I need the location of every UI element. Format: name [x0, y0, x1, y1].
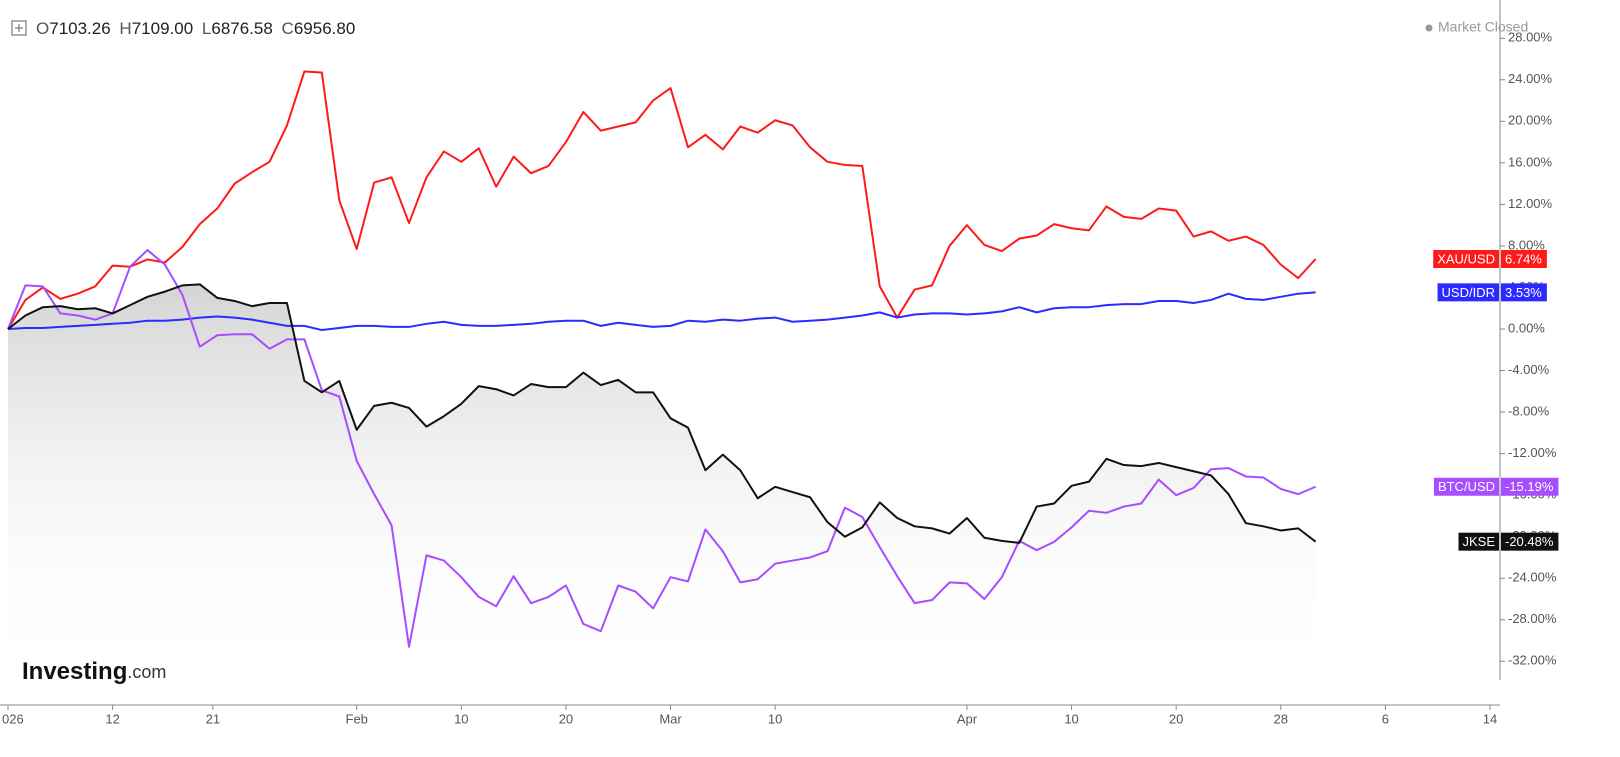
logo-name: Investing	[22, 658, 127, 685]
tag-name-bg	[1433, 250, 1499, 269]
status-dot	[1425, 24, 1433, 32]
y-tick-label: -24.00%	[1508, 570, 1557, 585]
series-tag: USD/IDR 3.53%	[1437, 283, 1547, 302]
tag-value-bg	[1501, 250, 1547, 269]
x-tick-label: 20	[1169, 711, 1183, 726]
data-label: -20.48%	[1505, 534, 1554, 549]
data-label: 6.74%	[1505, 251, 1542, 266]
y-tick-label: 8.00%	[1508, 237, 1545, 252]
series-line	[7, 283, 1317, 544]
ohlc-value: 7103.26	[49, 19, 110, 38]
y-tick-label: 28.00%	[1508, 30, 1553, 45]
ohlc-value: 6956.80	[294, 19, 355, 38]
ohlc: O7103.26 H7109.00 L6876.58 C6956.80	[36, 19, 355, 38]
tag-value-bg	[1501, 477, 1559, 496]
x-tick-label: Feb	[346, 711, 368, 726]
x-tick-label: Apr	[957, 711, 978, 726]
y-tick-label: 0.00%	[1508, 320, 1545, 335]
ohlc-value: 7109.00	[132, 19, 193, 38]
ohlc-key: C	[282, 19, 294, 38]
x-tick-label: 026	[2, 711, 24, 726]
y-tick-label: 16.00%	[1508, 154, 1553, 169]
legend-label: XAU/USD	[1437, 251, 1495, 266]
logo-suffix: .com	[127, 662, 166, 682]
logo: Investing.com	[22, 658, 166, 685]
plot-area: 28.00%24.00%20.00%16.00%12.00%8.00%4.00%…	[0, 0, 1559, 726]
legend-label: BTC/USD	[1438, 479, 1495, 494]
ohlc-key: L	[202, 19, 211, 38]
y-tick-label: -4.00%	[1508, 362, 1550, 377]
header-icon[interactable]	[11, 20, 27, 36]
data-label: 3.53%	[1505, 285, 1542, 300]
y-tick-label: -12.00%	[1508, 445, 1557, 460]
x-tick-label: Mar	[659, 711, 682, 726]
series-tag: BTC/USD -15.19%	[1433, 477, 1559, 496]
legend-label: USD/IDR	[1442, 285, 1495, 300]
series-line	[7, 249, 1317, 648]
ohlc-key: H	[119, 19, 131, 38]
series-tag: JKSE -20.48%	[1458, 532, 1559, 551]
tag-name-bg	[1437, 283, 1499, 302]
y-tick-label: 20.00%	[1508, 113, 1553, 128]
tag-name-bg	[1458, 532, 1499, 551]
y-tick-label: -8.00%	[1508, 404, 1550, 419]
header: O7103.26 H7109.00 L6876.58 C6956.80 Mark…	[11, 19, 1528, 38]
series-tag: XAU/USD 6.74%	[1433, 250, 1547, 269]
x-tick-label: 21	[206, 711, 220, 726]
x-tick-label: 10	[768, 711, 782, 726]
tag-value-bg	[1501, 532, 1559, 551]
ohlc-value: 6876.58	[211, 19, 272, 38]
x-tick-label: 6	[1382, 711, 1389, 726]
y-tick-label: -28.00%	[1508, 611, 1557, 626]
ohlc-key: O	[36, 19, 49, 38]
data-label: -15.19%	[1505, 479, 1554, 494]
y-tick-label: -32.00%	[1508, 653, 1557, 668]
x-tick-label: 10	[454, 711, 468, 726]
tag-value-bg	[1501, 283, 1547, 302]
y-tick-label: 24.00%	[1508, 71, 1553, 86]
x-tick-label: 12	[105, 711, 119, 726]
market-status: Market Closed	[1438, 19, 1528, 35]
x-tick-label: 10	[1064, 711, 1078, 726]
x-tick-label: 14	[1483, 711, 1497, 726]
legend-label: JKSE	[1462, 534, 1495, 549]
area	[8, 284, 1316, 680]
tag-name-bg	[1433, 477, 1499, 496]
series-line	[7, 70, 1317, 330]
series-line	[7, 291, 1316, 332]
x-tick-label: 20	[559, 711, 573, 726]
x-tick-label: 28	[1274, 711, 1288, 726]
y-tick-label: 12.00%	[1508, 196, 1553, 211]
